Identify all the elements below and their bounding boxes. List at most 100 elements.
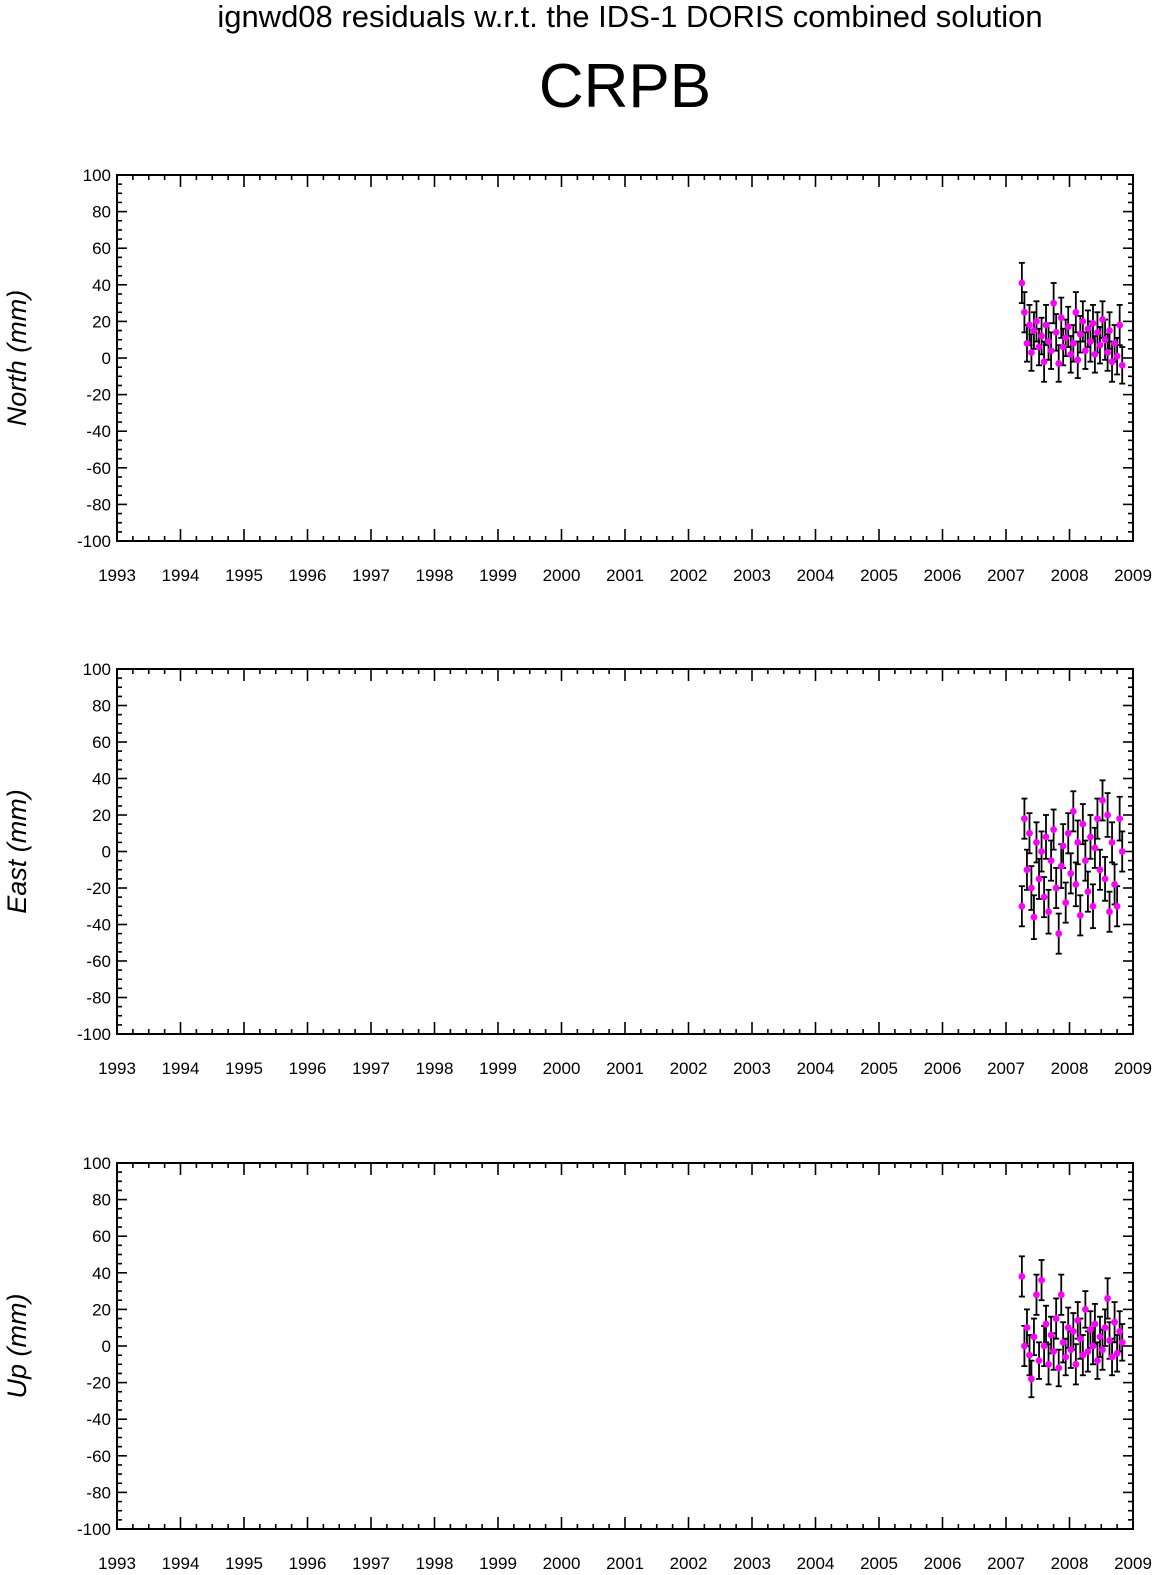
data-point — [1040, 358, 1048, 366]
x-tick-label: 2001 — [606, 1554, 644, 1573]
data-point — [1104, 349, 1111, 356]
data-point — [1089, 319, 1097, 327]
x-tick-label: 1998 — [416, 566, 454, 585]
suptitle: ignwd08 residuals w.r.t. the IDS-1 DORIS… — [217, 0, 1043, 34]
y-tick-label: 20 — [92, 1300, 111, 1319]
data-point — [1045, 338, 1052, 345]
y-tick-label: -40 — [86, 916, 111, 935]
x-tick-label: 2005 — [860, 1554, 898, 1573]
y-tick-label: 100 — [83, 166, 111, 185]
x-tick-label: 2005 — [860, 1059, 898, 1078]
y-tick-label: -60 — [86, 952, 111, 971]
data-point — [1079, 318, 1087, 325]
data-point — [1084, 888, 1092, 896]
y-tick-label: -80 — [86, 1483, 111, 1502]
data-point — [1035, 1357, 1043, 1365]
data-point — [1042, 1320, 1050, 1328]
data-point — [1084, 1348, 1092, 1355]
x-tick-label: 2002 — [670, 566, 708, 585]
x-tick-label: 1998 — [416, 1554, 454, 1573]
data-point — [1021, 1342, 1028, 1350]
x-tick-label: 2007 — [987, 1554, 1025, 1573]
data-point — [1094, 815, 1101, 823]
x-tick-label: 2003 — [733, 1554, 771, 1573]
data-point — [1057, 862, 1065, 870]
data-point — [1072, 308, 1080, 316]
data-point — [1081, 857, 1089, 865]
data-point — [1067, 870, 1075, 877]
data-point — [1057, 314, 1065, 322]
x-tick-label: 2002 — [670, 1059, 708, 1078]
y-tick-label: -20 — [86, 879, 111, 898]
y-tick-label: 80 — [92, 1191, 111, 1210]
data-point — [1040, 1342, 1048, 1350]
data-point — [1033, 1291, 1040, 1299]
data-point — [1057, 1291, 1065, 1299]
y-tick-label: 0 — [102, 349, 111, 368]
data-point — [1045, 1360, 1052, 1368]
y-tick-label: 80 — [92, 203, 111, 222]
data-point — [1108, 358, 1116, 366]
x-tick-label: 2007 — [987, 566, 1025, 585]
x-tick-label: 2003 — [733, 1059, 771, 1078]
data-point — [1038, 848, 1045, 855]
data-point — [1087, 338, 1094, 345]
data-point — [1076, 1335, 1084, 1343]
data-point — [1118, 848, 1126, 855]
data-point — [1059, 842, 1067, 850]
x-tick-label: 2009 — [1114, 1059, 1152, 1078]
x-tick-label: 1995 — [225, 1059, 263, 1078]
x-tick-label: 1995 — [225, 1554, 263, 1573]
data-point — [1038, 332, 1045, 340]
data-point — [1106, 908, 1113, 916]
y-tick-label: -100 — [77, 1025, 111, 1044]
data-point — [1064, 829, 1072, 837]
y-axis-label: East (mm) — [2, 789, 32, 914]
plot-frame — [116, 174, 1134, 542]
y-tick-label: 40 — [92, 276, 111, 295]
data-point — [1035, 875, 1043, 883]
data-point — [1018, 902, 1026, 910]
x-tick-label: 1997 — [352, 566, 390, 585]
data-point — [1069, 807, 1077, 815]
data-point — [1072, 1360, 1080, 1368]
data-point — [1023, 1324, 1031, 1332]
data-point — [1113, 352, 1121, 360]
y-tick-label: -100 — [77, 1520, 111, 1539]
y-tick-label: 60 — [92, 733, 111, 752]
y-tick-label: 100 — [83, 660, 111, 679]
data-point — [1099, 1346, 1106, 1354]
data-point — [1089, 902, 1097, 910]
data-point — [1076, 330, 1084, 338]
data-point — [1021, 815, 1028, 823]
data-point — [1074, 838, 1082, 846]
x-tick-label: 1996 — [289, 1554, 327, 1573]
data-point — [1030, 327, 1038, 334]
data-point — [1028, 1375, 1035, 1383]
data-point — [1091, 1320, 1099, 1328]
x-tick-label: 2004 — [797, 1059, 835, 1078]
x-tick-label: 2002 — [670, 1554, 708, 1573]
x-tick-label: 2009 — [1114, 1554, 1152, 1573]
x-tick-label: 1994 — [162, 566, 200, 585]
data-point — [1064, 1324, 1072, 1332]
data-point — [1111, 339, 1118, 347]
data-point — [1079, 820, 1087, 828]
y-tick-label: 20 — [92, 806, 111, 825]
x-tick-label: 2003 — [733, 566, 771, 585]
panel-0: 100 80 60 40 20 0 -20 -40 -60 -80 -100 1993 1994 1995… — [2, 166, 1152, 585]
y-axis-label: Up (mm) — [2, 1294, 32, 1399]
data-point — [1118, 361, 1126, 369]
data-point — [1106, 327, 1113, 334]
data-point — [1069, 339, 1077, 347]
x-tick-label: 2008 — [1051, 566, 1089, 585]
data-point — [1081, 347, 1089, 355]
data-point — [1050, 1348, 1058, 1355]
x-tick-label: 1993 — [98, 566, 136, 585]
y-tick-label: -80 — [86, 989, 111, 1008]
data-point — [1111, 1318, 1118, 1326]
data-point — [1099, 797, 1106, 804]
data-point — [1052, 328, 1060, 336]
x-tick-label: 1999 — [479, 1554, 517, 1573]
